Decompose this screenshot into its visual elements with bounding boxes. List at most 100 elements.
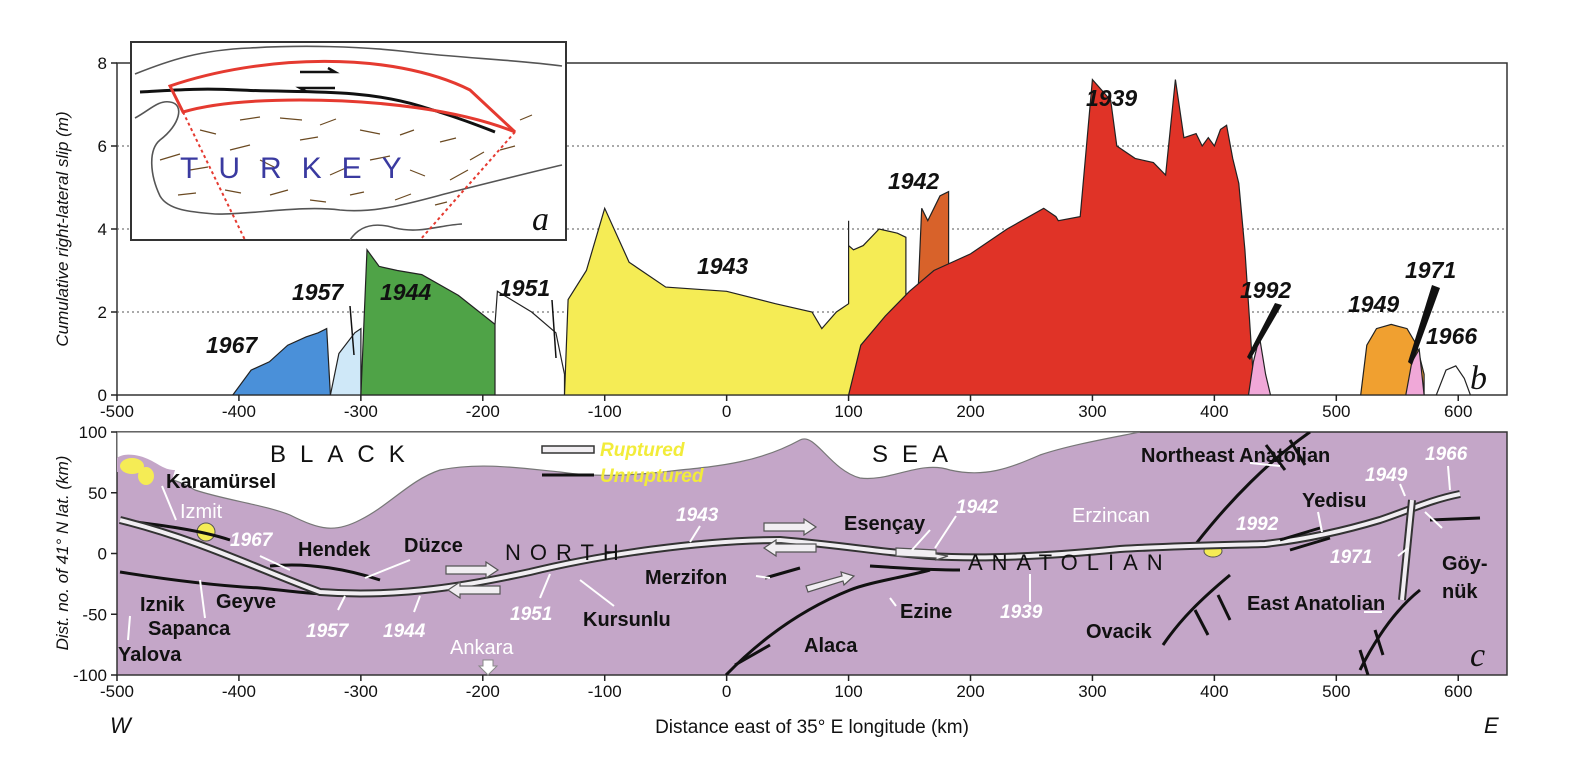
label-1967: 1967 [206,332,258,358]
place-merzifon: Merzifon [645,567,727,589]
map-year-1943: 1943 [676,505,719,526]
map-year-1944: 1944 [383,621,426,642]
legend-unruptured-label: Unruptured [600,466,704,487]
label-1944: 1944 [380,279,431,305]
place-esencay: Esençay [844,513,926,535]
map-xtick-label--200: -200 [466,682,500,701]
panel-label-c: c [1470,637,1485,674]
label-1957: 1957 [292,279,344,305]
lake-2 [138,467,154,485]
black-sea [117,432,1141,529]
slip-xtick-label--500: -500 [100,402,134,421]
map-x-ticks: -500 -400 -300 -200 -100 0 100 200 300 400 500 600 [100,675,1472,701]
slip-ytick-label-6: 6 [98,137,107,156]
slip-xtick-label--400: -400 [222,402,256,421]
slip-area-1992 [1247,336,1272,395]
fault-word-anatolian: ANATOLIAN [968,550,1172,575]
slip-xtick-label-500: 500 [1322,402,1350,421]
map-xtick-label--300: -300 [344,682,378,701]
slip-xtick-label--100: -100 [588,402,622,421]
map-year-1971: 1971 [1330,547,1372,568]
slip-area-1949 [1360,323,1425,395]
place-izmit: Izmit [180,501,223,523]
map-xtick-label-100: 100 [834,682,862,701]
place-goy: Göy- [1442,553,1488,575]
place-karamursel: Karamürsel [166,471,276,493]
slip-area-1967 [232,327,332,395]
map-xtick-label-500: 500 [1322,682,1350,701]
panel-label-b: b [1470,360,1487,397]
map-xtick-label-400: 400 [1200,682,1228,701]
turkey-inset: TURKEY a [130,41,567,241]
leader-lines [127,462,1451,641]
map-xtick-label--100: -100 [588,682,622,701]
place-ankara: Ankara [450,637,514,659]
map-year-1957: 1957 [306,621,350,642]
place-ovacik: Ovacik [1086,621,1152,643]
place-nuk: nük [1442,581,1478,603]
place-geyve: Geyve [216,591,276,613]
slip-areas [232,78,1472,395]
slip-xtick-label--300: -300 [344,402,378,421]
strike-slip-half-arrows [734,439,1385,675]
slip-xtick-label-300: 300 [1078,402,1106,421]
place-iznik: Iznik [140,594,185,616]
slip-xtick-label-0: 0 [722,402,731,421]
place-alaca: Alaca [804,635,858,657]
map-year-1942: 1942 [956,497,999,518]
inset-study-sector [167,59,517,134]
east-label: E [1484,713,1499,738]
label-1942: 1942 [888,168,939,194]
pointer-1951 [551,299,557,359]
place-istanbul: Istanbul [118,433,188,455]
map-xtick-label--400: -400 [222,682,256,701]
slip-xtick-label-400: 400 [1200,402,1228,421]
label-1966: 1966 [1426,323,1477,349]
map-xtick-label-600: 600 [1444,682,1472,701]
map-ytick-label-50: 50 [88,484,107,503]
slip-y-ticks: 0 2 4 6 8 [98,54,117,405]
slip-xtick-label-100: 100 [834,402,862,421]
place-ezine: Ezine [900,601,952,623]
label-1992: 1992 [1240,277,1291,303]
place-yalova: Yalova [118,644,182,666]
slip-arrows [445,517,949,600]
label-1949: 1949 [1348,291,1399,317]
slip-ytick-label-8: 8 [98,54,107,73]
map-y-ticks: -100 -50 0 50 100 [73,423,117,685]
place-erzincan: Erzincan [1072,505,1150,527]
map-ytick-label--100: -100 [73,666,107,685]
place-east-anatolian: East Anatolian [1247,593,1385,615]
pointer-1971 [1408,285,1440,365]
place-yedisu: Yedisu [1302,490,1366,512]
slip-panel: 0 2 4 6 8 -500 -400 -300 -200 -100 0 100 200 300 400 5… [53,54,1508,421]
inset-naf-trace [139,87,496,134]
slip-ytick-label-0: 0 [98,386,107,405]
legend-ruptured-swatch [541,445,595,454]
slip-xtick-label--200: -200 [466,402,500,421]
west-label: W [110,713,133,738]
slip-area-1966 [1435,365,1472,395]
ankara-marker [477,659,499,676]
inset-country-label: TURKEY [180,152,422,185]
legend-ruptured-label: Ruptured [600,440,685,461]
label-1951: 1951 [499,275,550,301]
slip-y-axis-label: Cumulative right-lateral slip (m) [53,111,72,346]
label-1943: 1943 [697,253,748,279]
slip-ytick-label-4: 4 [98,220,107,239]
pointer-1992 [1247,303,1282,360]
map-xtick-label-200: 200 [956,682,984,701]
map-ytick-label-100: 100 [79,423,107,442]
place-hendek: Hendek [298,539,371,561]
panel-label-a: a [532,201,549,238]
map-year-1949: 1949 [1365,465,1408,486]
slip-area-1943 [563,206,907,395]
fault-word-north: NORTH [505,540,628,565]
map-xtick-label-300: 300 [1078,682,1106,701]
sea-word-black: BLACK [270,441,419,468]
map-legend: Ruptured Unruptured [541,440,704,487]
slip-xtick-label-200: 200 [956,402,984,421]
map-year-1951: 1951 [510,604,552,625]
